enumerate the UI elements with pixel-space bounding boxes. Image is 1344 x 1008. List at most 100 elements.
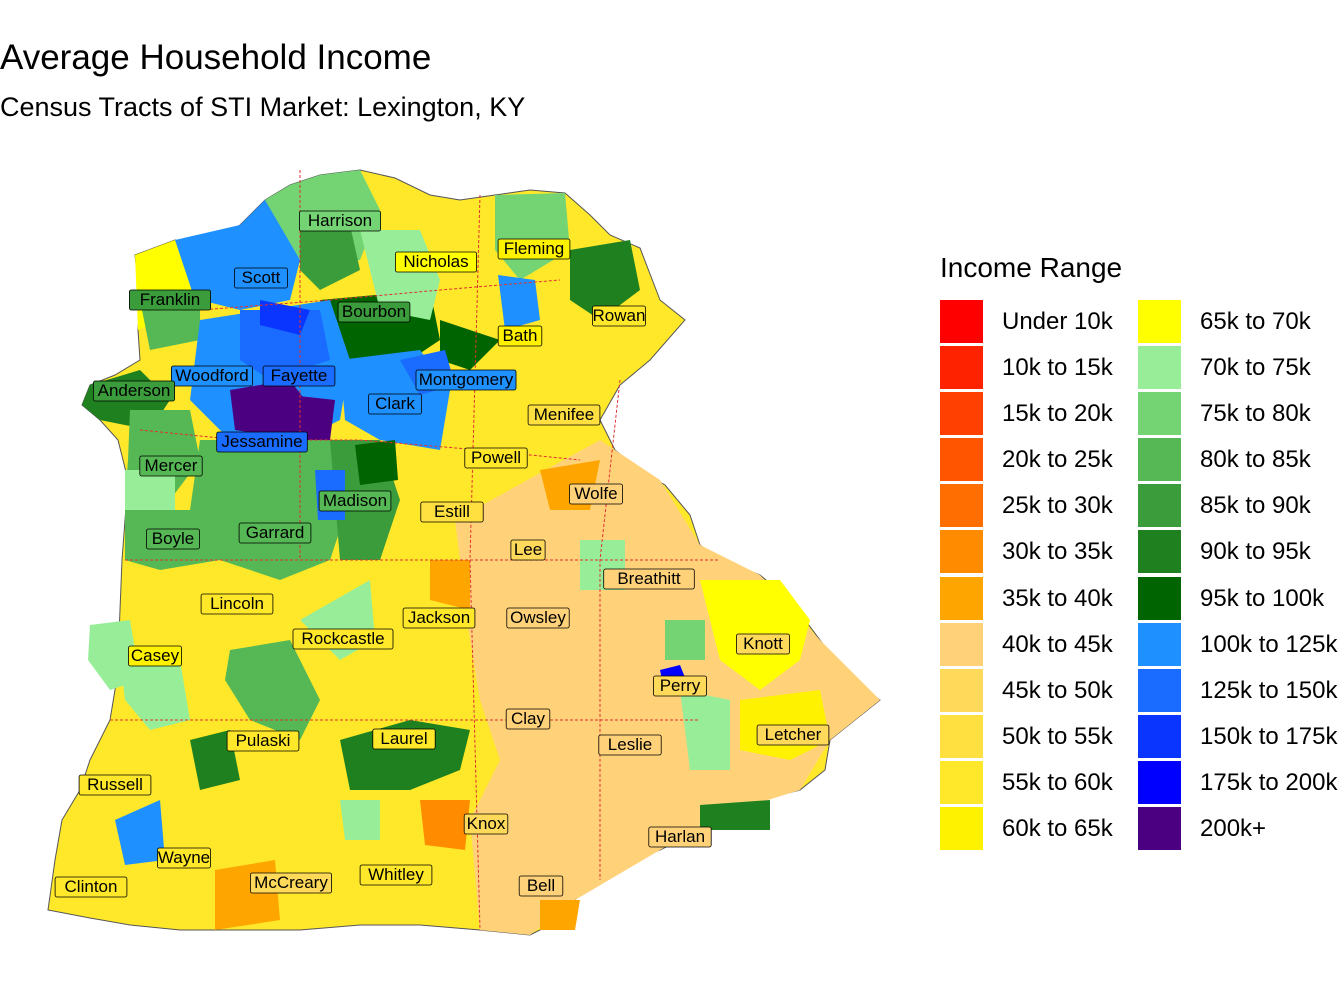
county-name: Harrison (308, 211, 372, 230)
legend-label: 20k to 25k (1002, 446, 1113, 474)
legend-swatch (1138, 300, 1181, 343)
legend-swatch (1138, 622, 1181, 666)
county-label-box (200, 593, 274, 615)
county-name: Laurel (380, 729, 427, 748)
county-label: Wolfe (569, 483, 623, 505)
legend-swatch (1138, 530, 1181, 574)
county-name: Franklin (140, 290, 200, 309)
county-name: Knott (743, 634, 783, 653)
county-label-box (463, 813, 509, 835)
county-name: Breathitt (617, 569, 681, 588)
county-label: Bell (518, 875, 564, 897)
county-label-box (238, 522, 312, 544)
legend-swatch (940, 668, 983, 712)
county-name: Owsley (510, 608, 566, 627)
county-name: Nicholas (403, 252, 468, 271)
legend-label: 40k to 45k (1002, 630, 1113, 658)
legend-swatch (1138, 438, 1181, 482)
county-name: Bell (527, 876, 555, 895)
county-label-box (54, 876, 128, 898)
legend-swatch (1138, 668, 1181, 712)
county-name: Rockcastle (301, 629, 384, 648)
legend-swatch (940, 622, 983, 666)
legend-label: 175k to 200k (1200, 768, 1338, 796)
county-name: Knox (467, 814, 506, 833)
legend-swatch (940, 438, 983, 482)
county-label: Fayette (262, 365, 336, 387)
legend-swatch (940, 530, 983, 574)
county-label: Nicholas (394, 251, 477, 273)
county-label-box (128, 289, 211, 311)
legend-swatch (1138, 760, 1181, 804)
county-label-box (415, 369, 517, 391)
county-label: Wayne (157, 847, 211, 869)
county-label: Menifee (527, 404, 601, 426)
county-label-box (157, 847, 211, 869)
county-name: Jackson (408, 608, 470, 627)
county-label-box (592, 305, 646, 327)
legend-label: 45k to 50k (1002, 676, 1113, 704)
county-label-box (128, 645, 182, 667)
legend-label: 60k to 65k (1002, 815, 1113, 843)
county-label: Whitley (359, 864, 433, 886)
county-name: Perry (660, 676, 701, 695)
legend-label: 75k to 80k (1200, 400, 1311, 428)
county-label: Garrard (238, 522, 312, 544)
county-label-box (216, 431, 308, 453)
legend-label: 25k to 30k (1002, 492, 1113, 520)
county-label-box (653, 675, 707, 697)
county-label-box (146, 528, 200, 550)
county-label: McCreary (249, 872, 332, 894)
legend-swatch (940, 392, 983, 436)
county-label-box (569, 483, 623, 505)
legend-swatch (940, 714, 983, 758)
county-label-box (497, 238, 571, 260)
legend-label: 35k to 40k (1002, 584, 1113, 612)
county-label: Bath (497, 325, 543, 347)
county-name: Clark (375, 394, 415, 413)
county-label: Scott (234, 267, 288, 289)
county-label-box (262, 365, 336, 387)
county-label: Fleming (497, 238, 571, 260)
county-name: Whitley (368, 865, 424, 884)
county-label-box (603, 568, 695, 590)
county-label-box (249, 872, 332, 894)
county-labels: Harrison Fleming Nicholas Scott Franklin Bour… (54, 210, 830, 898)
county-name: Pulaski (236, 731, 291, 750)
county-label: Clark (368, 393, 422, 415)
county-label-box (318, 490, 392, 512)
county-label-box (420, 501, 484, 523)
county-label: Bourbon (337, 301, 411, 323)
county-label: Woodford (170, 365, 253, 387)
county-name: Woodford (175, 366, 248, 385)
county-label: Mercer (139, 455, 203, 477)
county-label-box (464, 447, 528, 469)
county-label-box (368, 393, 422, 415)
county-label: Jessamine (216, 431, 308, 453)
county-name: Lincoln (210, 594, 264, 613)
county-label-box (372, 728, 436, 750)
legend-swatch (940, 576, 983, 620)
legend-swatch (940, 300, 983, 343)
legend-swatch (940, 346, 983, 390)
legend-label: 70k to 75k (1200, 354, 1311, 382)
legend-swatch (1138, 346, 1181, 390)
county-label: Jackson (402, 607, 476, 629)
legend-swatch (1138, 714, 1181, 758)
map-subtitle: Census Tracts of STI Market: Lexington, … (0, 92, 526, 122)
county-label: Knott (736, 633, 790, 655)
legend-label: 125k to 150k (1200, 676, 1338, 704)
county-label: Knox (463, 813, 509, 835)
legend-label: 15k to 20k (1002, 400, 1113, 428)
county-label-box (139, 455, 203, 477)
county-label-box (394, 251, 477, 273)
legend-swatch (940, 807, 983, 851)
legend-swatch (1138, 576, 1181, 620)
legend-label: 85k to 90k (1200, 492, 1311, 520)
county-label: Powell (464, 447, 528, 469)
legend-label: 50k to 55k (1002, 722, 1113, 750)
county-label: Clay (505, 708, 551, 730)
county-name: Bourbon (342, 302, 406, 321)
county-name: Wolfe (574, 484, 617, 503)
county-label-box (527, 404, 601, 426)
